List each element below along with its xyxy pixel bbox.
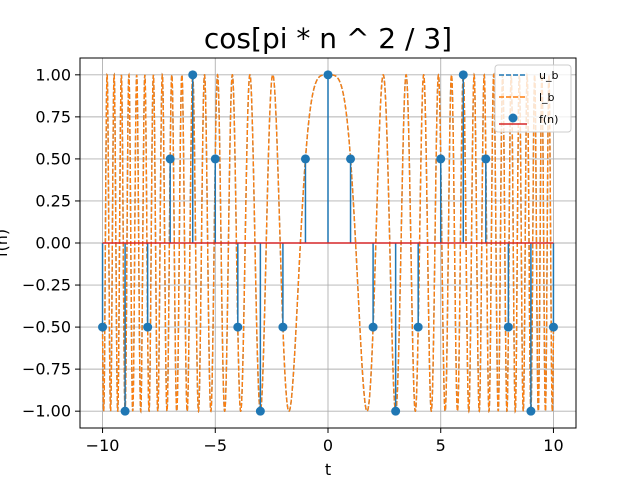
x-tick-label: 10 (543, 436, 563, 455)
stem-marker (368, 322, 378, 332)
stem-marker (413, 322, 423, 332)
stem-marker (210, 154, 220, 164)
y-tick-label: 0.00 (35, 234, 71, 253)
legend-label-f-n: f(n) (539, 113, 558, 126)
x-tick-label: −10 (86, 436, 120, 455)
x-tick-label: −5 (203, 436, 227, 455)
y-tick-label: 0.50 (35, 149, 71, 168)
y-tick-label: 0.75 (35, 107, 71, 126)
stem-marker (481, 154, 491, 164)
y-ticks: 1.00 0.75 0.50 0.25 0.00 −0.25 −0.50 −0.75 −1.00 (22, 65, 80, 421)
x-ticks: −10 −5 0 5 10 (86, 428, 564, 455)
y-tick-label: −0.25 (22, 276, 71, 295)
y-tick-label: 0.25 (35, 191, 71, 210)
stem-marker (278, 322, 288, 332)
stem-marker (526, 406, 536, 416)
stem-marker (323, 70, 333, 80)
legend-label-u-b: u_b (539, 69, 558, 82)
y-tick-label: 1.00 (35, 65, 71, 84)
stem-marker (548, 322, 558, 332)
stem-marker (120, 406, 130, 416)
y-tick-label: −0.50 (22, 318, 71, 337)
stem-marker (98, 322, 108, 332)
y-tick-label: −0.75 (22, 360, 71, 379)
y-tick-label: −1.00 (22, 402, 71, 421)
stem-marker (346, 154, 356, 164)
stem-marker (233, 322, 243, 332)
stem-marker (300, 154, 310, 164)
x-tick-label: 5 (436, 436, 446, 455)
legend-label-l-b: l_b (539, 91, 555, 104)
stem-marker (458, 70, 468, 80)
x-tick-label: 0 (323, 436, 333, 455)
chart-title: cos[pi * n ^ 2 / 3] (204, 22, 452, 55)
stem-marker (503, 322, 513, 332)
stem-marker (436, 154, 446, 164)
legend-swatch-f-n-marker (508, 113, 518, 123)
stem-marker (391, 406, 401, 416)
stem-marker (188, 70, 198, 80)
stem-marker (255, 406, 265, 416)
stems (98, 70, 558, 416)
stem-marker (143, 322, 153, 332)
x-axis-label: t (325, 460, 331, 479)
legend: u_b l_b f(n) (494, 64, 572, 133)
y-axis-label: f(n) (0, 229, 11, 257)
stem-marker (165, 154, 175, 164)
